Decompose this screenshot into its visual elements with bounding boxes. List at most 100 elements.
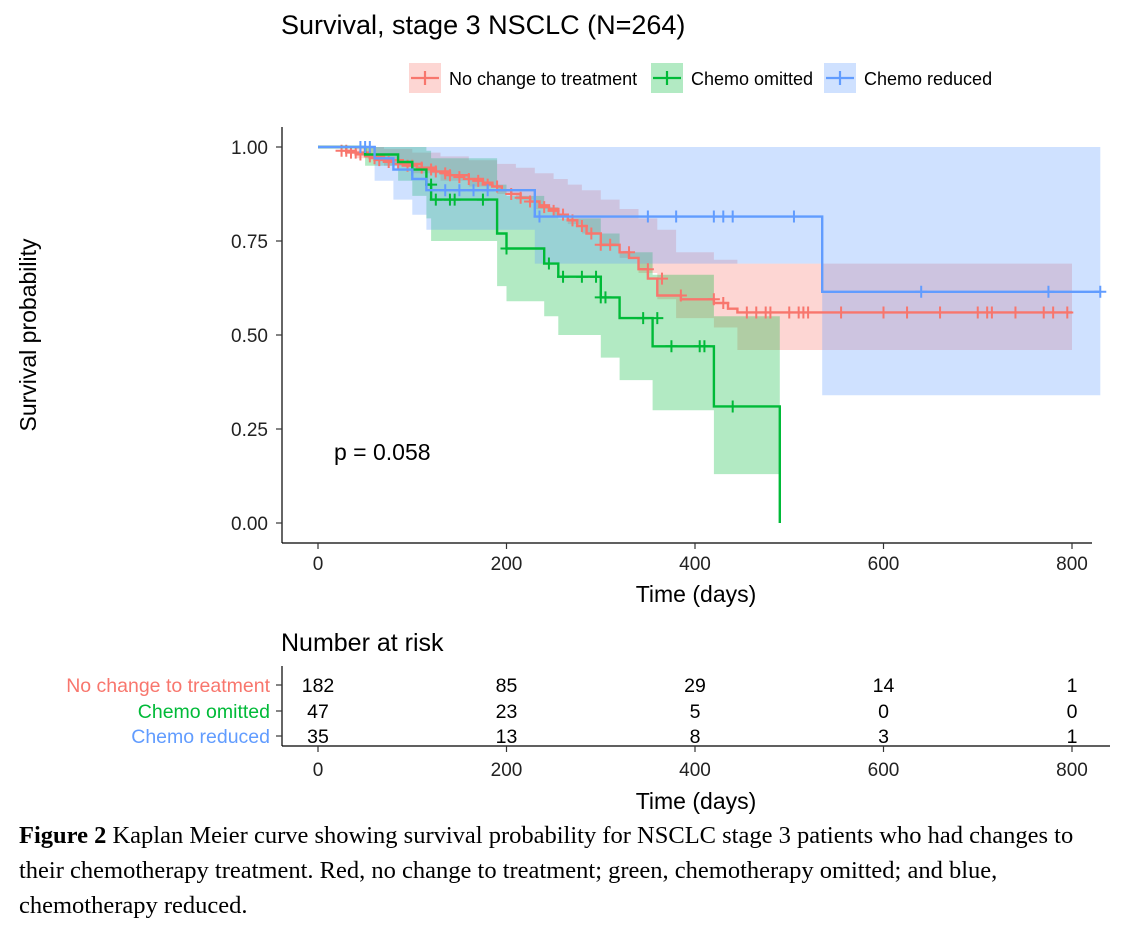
censor-mark — [698, 340, 711, 353]
risk-x-tick-label: 600 — [868, 760, 900, 781]
risk-count: 182 — [302, 675, 335, 697]
x-tick-label: 200 — [491, 554, 523, 575]
censor-mark — [462, 172, 475, 185]
censor-mark — [590, 270, 603, 283]
censor-mark — [467, 184, 480, 197]
legend-key — [411, 71, 439, 85]
y-axis-label: Survival probability — [15, 238, 41, 432]
y-tick-label: 0.50 — [231, 326, 268, 347]
risk-count: 0 — [878, 701, 889, 723]
caption-text: Kaplan Meier curve showing survival prob… — [19, 822, 1074, 919]
censor-mark — [557, 208, 570, 221]
censor-mark — [373, 154, 386, 167]
chart-title: Survival, stage 3 NSCLC (N=264) — [281, 10, 685, 40]
censor-mark — [1061, 306, 1074, 319]
risk-count: 13 — [496, 726, 518, 748]
censor-mark — [538, 201, 551, 214]
censor-mark — [415, 161, 428, 174]
ci-band-chemo-reduced — [318, 147, 1101, 396]
censor-mark — [877, 306, 890, 319]
x-tick-label: 400 — [679, 554, 711, 575]
y-tick-label: 1.00 — [231, 138, 268, 159]
censor-mark — [453, 171, 466, 184]
figure-caption: Figure 2 Kaplan Meier curve showing surv… — [19, 818, 1109, 923]
censor-mark — [476, 193, 489, 206]
censor-mark — [717, 297, 730, 310]
censor-mark — [429, 165, 442, 178]
censor-mark — [542, 257, 555, 270]
censor-mark — [448, 193, 461, 206]
ci-band-no-change-to-treatment — [318, 147, 1072, 350]
series-chemo-omitted — [318, 145, 781, 523]
legend: No change to treatment Chemo omitted Chemo… — [409, 63, 992, 93]
censor-mark — [985, 306, 998, 319]
legend-key — [826, 71, 854, 85]
censor-mark — [575, 270, 588, 283]
risk-count: 35 — [307, 726, 329, 748]
censor-mark — [915, 285, 928, 298]
censor-mark — [670, 210, 683, 223]
censor-mark — [674, 289, 687, 302]
censor-mark — [557, 270, 570, 283]
censor-mark — [533, 210, 546, 223]
censor-mark — [623, 246, 636, 259]
y-tick-label: 0.75 — [231, 232, 268, 253]
risk-count: 47 — [307, 701, 329, 723]
risk-count: 1 — [1067, 675, 1078, 697]
y-tick-label: 0.25 — [231, 420, 268, 441]
censor-mark — [363, 141, 376, 153]
caption-label: Figure 2 — [19, 822, 107, 849]
censor-mark — [514, 191, 527, 204]
risk-x-axis-label: Time (days) — [636, 788, 757, 814]
censor-mark — [787, 210, 800, 223]
censor-mark — [439, 184, 452, 197]
risk-count: 29 — [684, 675, 706, 697]
risk-x-tick-label: 0 — [313, 760, 324, 781]
p-value-annotation: p = 0.058 — [334, 439, 431, 465]
legend-item-chemo-reduced: Chemo reduced — [824, 63, 992, 93]
risk-count: 23 — [496, 701, 518, 723]
x-tick-label: 600 — [868, 554, 900, 575]
censor-mark — [707, 293, 720, 306]
legend-key — [653, 71, 681, 85]
y-tick-label: 0.00 — [231, 514, 268, 535]
risk-x-tick-label: 400 — [679, 760, 711, 781]
censor-mark — [726, 400, 739, 413]
censor-mark — [429, 193, 442, 206]
risk-count: 8 — [690, 726, 701, 748]
censor-mark — [1042, 285, 1055, 298]
censor-mark — [453, 184, 466, 197]
risk-count: 0 — [1067, 701, 1078, 723]
legend-label: No change to treatment — [449, 69, 637, 89]
censor-mark — [651, 312, 664, 325]
risk-row-label-chemo-omitted: Chemo omitted — [138, 701, 270, 723]
censor-mark — [764, 306, 777, 319]
censor-mark — [1009, 306, 1022, 319]
censor-mark — [575, 219, 588, 232]
legend-item-no-change-to-treatment: No change to treatment — [409, 63, 637, 93]
censor-mark — [604, 238, 617, 251]
censor-mark — [835, 306, 848, 319]
censor-mark — [637, 312, 650, 325]
censor-mark — [802, 306, 815, 319]
risk-count: 3 — [878, 726, 889, 748]
censor-mark — [665, 340, 678, 353]
censor-mark — [641, 210, 654, 223]
risk-table-title: Number at risk — [281, 629, 444, 657]
risk-count: 85 — [496, 675, 518, 697]
censor-mark — [656, 272, 669, 285]
risk-x-tick-label: 200 — [491, 760, 523, 781]
censor-mark — [599, 291, 612, 304]
censor-mark — [585, 227, 598, 240]
censor-mark — [481, 184, 494, 197]
risk-count: 1 — [1067, 726, 1078, 748]
km-chart: Survival, stage 3 NSCLC (N=264) No chang… — [15, 10, 1110, 814]
censor-mark — [472, 174, 485, 187]
censor-mark — [547, 204, 560, 217]
censor-mark — [500, 242, 513, 255]
x-tick-label: 800 — [1056, 554, 1088, 575]
y-axis-label-group: Survival probability — [15, 238, 41, 432]
risk-count: 5 — [690, 701, 701, 723]
legend-item-chemo-omitted: Chemo omitted — [651, 63, 813, 93]
